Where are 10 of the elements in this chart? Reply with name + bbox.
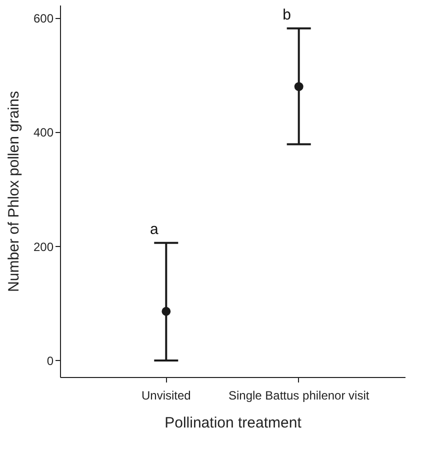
annotation: a <box>150 220 159 238</box>
y-tick-label: 0 <box>46 354 54 368</box>
y-tick-label: 200 <box>33 240 54 254</box>
y-tick-label: 400 <box>33 126 54 140</box>
x-tick-label: Unvisited <box>141 388 191 402</box>
annotation: b <box>282 6 292 24</box>
y-axis-title: Number of Phlox pollen grains <box>5 91 22 292</box>
x-axis-title: Pollination treatment <box>164 414 302 432</box>
y-tick-label: 600 <box>33 12 54 26</box>
x-tick-label: Single Battus philenor visit <box>228 388 370 402</box>
